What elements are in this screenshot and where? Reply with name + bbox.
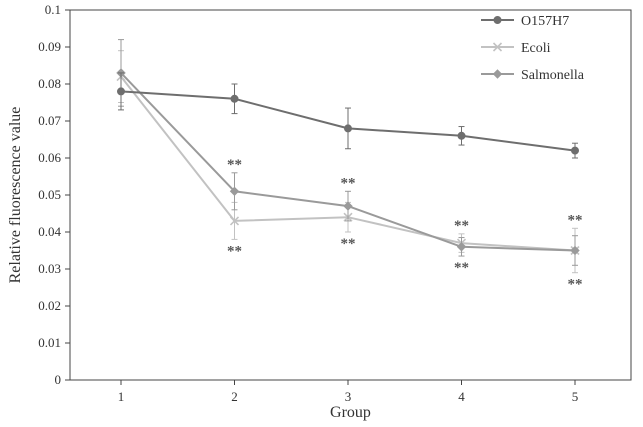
significance-above: ** — [568, 212, 583, 228]
y-tick-label: 0.09 — [38, 39, 61, 54]
legend-marker — [492, 42, 503, 52]
y-tick-label: 0.04 — [38, 224, 61, 239]
y-tick-label: 0.01 — [38, 335, 61, 350]
x-tick-label: 2 — [231, 389, 238, 404]
x-tick-label: 3 — [345, 389, 352, 404]
legend-label: O157H7 — [521, 14, 569, 29]
plot-frame — [69, 9, 632, 381]
series-o157h7 — [117, 72, 579, 159]
y-tick-label: 0.02 — [38, 298, 61, 313]
x-axis-ticks: 1 2 3 4 5 — [118, 380, 579, 404]
axes — [69, 9, 632, 381]
legend-label: Salmonella — [521, 68, 585, 83]
y-axis-title: Relative fluorescence value — [7, 107, 24, 284]
data-point — [570, 245, 580, 256]
data-point — [344, 124, 352, 133]
data-point — [571, 146, 579, 155]
legend-item-salmonella: Salmonella — [481, 68, 585, 83]
significance-below: ** — [341, 236, 356, 252]
marker-stroke — [492, 42, 503, 52]
x-axis-title: Group — [330, 404, 371, 421]
y-tick-label: 0.1 — [45, 2, 61, 17]
y-tick-label: 0 — [55, 372, 62, 387]
significance-above: ** — [341, 175, 356, 191]
significance-below: ** — [227, 243, 242, 259]
y-tick-label: 0.03 — [38, 261, 61, 276]
y-axis-ticks: 0 0.01 0.02 0.03 0.04 0.05 0.06 0.07 0.08 0.09 0.1 — [38, 2, 70, 387]
legend-marker — [493, 16, 502, 24]
data-point — [343, 201, 353, 211]
legend-item-ecoli: Ecoli — [481, 41, 551, 56]
data-point — [456, 242, 467, 252]
y-tick-label: 0.08 — [38, 76, 61, 91]
significance-markers: ** ** ** ** ** ** ** ** — [227, 157, 583, 293]
data-point — [229, 186, 240, 197]
y-tick-label: 0.05 — [38, 187, 61, 202]
legend-label: Ecoli — [521, 41, 551, 56]
series-layer — [116, 39, 580, 274]
legend-item-o157h7: O157H7 — [481, 14, 569, 29]
data-point — [229, 216, 240, 226]
significance-below: ** — [568, 277, 583, 293]
x-tick-label: 1 — [118, 389, 125, 404]
significance-above: ** — [227, 157, 242, 173]
data-point — [117, 87, 125, 96]
significance-below: ** — [454, 260, 469, 276]
data-point — [230, 94, 239, 103]
x-tick-label: 5 — [572, 389, 579, 404]
y-tick-label: 0.06 — [38, 150, 61, 165]
legend-marker — [492, 69, 503, 79]
x-tick-label: 4 — [458, 389, 465, 404]
series-salmonella — [116, 39, 580, 266]
y-tick-label: 0.07 — [38, 113, 61, 128]
marker-stroke — [229, 216, 240, 226]
significance-above: ** — [454, 218, 469, 234]
legend: O157H7 Ecoli Salmonella — [481, 14, 585, 83]
data-point — [457, 131, 466, 140]
